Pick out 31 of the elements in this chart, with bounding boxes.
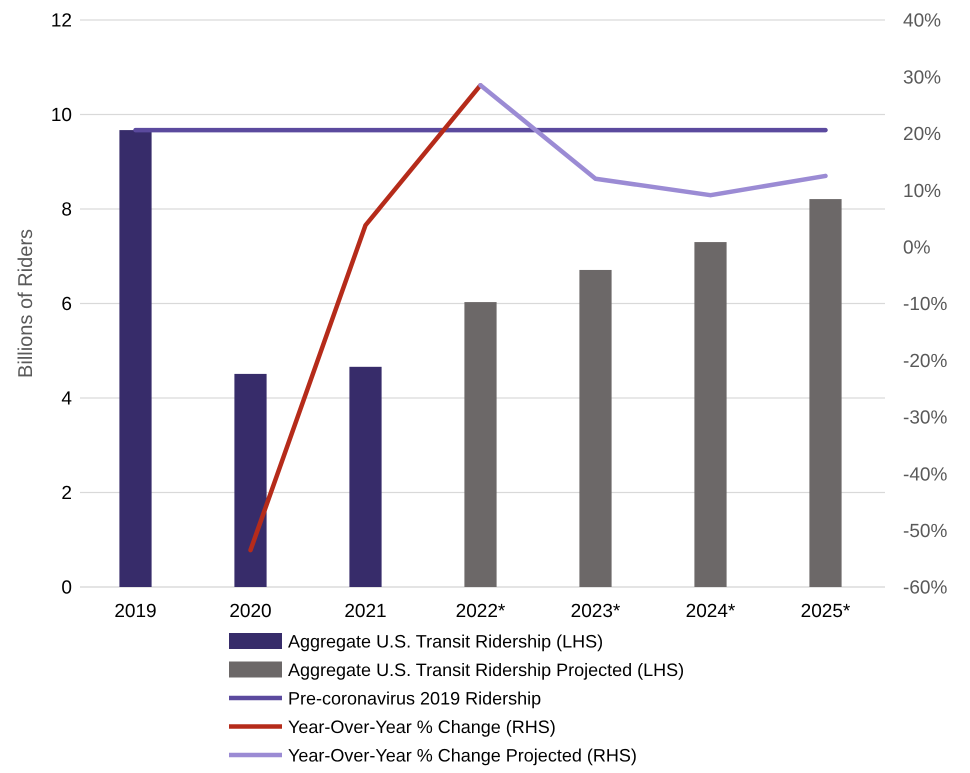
x-tick-label: 2023* xyxy=(570,601,621,622)
x-tick-label: 2022* xyxy=(456,601,506,622)
x-tick-label: 2019 xyxy=(114,601,157,622)
y2-tick-label: -30% xyxy=(903,408,948,429)
x-tick-label: 2024* xyxy=(686,601,736,622)
y-tick-label: 0 xyxy=(61,578,72,599)
x-tick-label: 2025* xyxy=(800,601,851,622)
x-tick-label: 2020 xyxy=(229,601,272,622)
y-tick-label: 12 xyxy=(50,10,72,32)
y2-tick-label: -20% xyxy=(903,350,948,372)
y2-tick-label: -60% xyxy=(903,578,948,599)
y-tick-label: 2 xyxy=(61,483,72,504)
y2-tick-label: -40% xyxy=(903,464,948,486)
legend-label: Aggregate U.S. Transit Ridership (LHS) xyxy=(288,631,604,652)
x-tick-label: 2021 xyxy=(344,601,387,622)
y2-tick-label: 30% xyxy=(903,67,942,88)
y2-tick-label: 40% xyxy=(903,10,942,32)
y-tick-label: 10 xyxy=(50,105,72,126)
y2-tick-label: 0% xyxy=(903,237,931,258)
y2-tick-label: 10% xyxy=(903,180,942,202)
legend-label: Pre-coronavirus 2019 Ridership xyxy=(288,688,542,708)
legend-label: Year-Over-Year % Change (RHS) xyxy=(288,716,556,737)
legend-label: Aggregate U.S. Transit Ridership Projected (LHS) xyxy=(288,660,684,680)
y2-tick-label: 20% xyxy=(903,124,942,146)
y2-tick-label: -10% xyxy=(903,294,948,316)
legend-label: Year-Over-Year % Change Projected (RHS) xyxy=(288,745,637,766)
y-axis-title: Billions of Riders xyxy=(15,229,37,378)
y-tick-label: 4 xyxy=(61,388,72,410)
y-tick-label: 8 xyxy=(61,200,72,221)
y2-tick-label: -50% xyxy=(903,520,948,542)
y-tick-label: 6 xyxy=(61,294,72,316)
